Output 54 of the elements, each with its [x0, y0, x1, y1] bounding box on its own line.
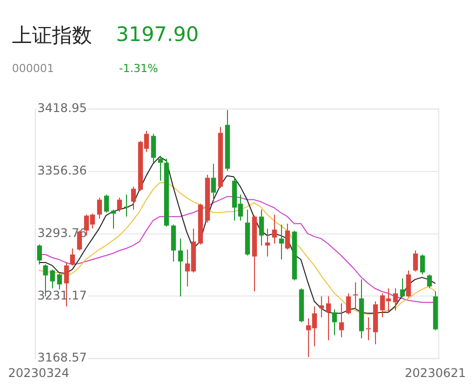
candlestick: [218, 126, 223, 188]
candlestick: [198, 203, 203, 246]
candlestick: [178, 238, 183, 297]
candlestick: [279, 224, 284, 260]
candlestick: [353, 282, 358, 310]
chart-title: 上证指数: [12, 22, 92, 49]
candlestick: [245, 209, 250, 256]
x-tick-label: 20230324: [8, 366, 70, 380]
candlestick: [124, 194, 129, 218]
candlestick: [400, 278, 405, 298]
candlestick: [104, 194, 109, 214]
text: 3197.90: [116, 22, 199, 46]
chart-subtitle: 000001: [12, 62, 54, 75]
candlestick: [413, 250, 418, 272]
candlestick: [292, 230, 297, 281]
candlestick: [111, 209, 116, 230]
candlestick: [359, 278, 364, 339]
candlestick: [57, 272, 62, 290]
candlestick: [406, 270, 411, 298]
x-tick-label: 20230621: [404, 366, 466, 380]
candlestick: [70, 248, 75, 266]
candlestick: [164, 158, 169, 228]
candlestick: [339, 302, 344, 338]
candlestick: [158, 155, 163, 182]
text: -1.31%: [119, 62, 158, 75]
candlestick: [427, 274, 432, 289]
y-tick-label: 3418.95: [37, 101, 87, 116]
candlestick: [37, 244, 42, 265]
candlestick: [319, 296, 324, 318]
candlestick: [393, 288, 398, 311]
candlestick: [272, 214, 277, 244]
candlestick: [259, 209, 264, 246]
candlestick: [299, 288, 304, 323]
candlestick: [265, 228, 270, 257]
candlestick: [97, 197, 102, 220]
candlestick: [205, 174, 210, 224]
candlestick: [326, 296, 331, 341]
candlestick: [433, 290, 438, 331]
candlestick: [373, 300, 378, 345]
candlestick: [346, 292, 351, 315]
y-tick-label: 3168.57: [37, 350, 87, 365]
candlestick: [332, 308, 337, 336]
candlestick: [366, 316, 371, 341]
candlestick: [131, 186, 136, 210]
candlestick: [252, 215, 257, 292]
candlestick: [211, 163, 216, 202]
candlestick: [117, 197, 122, 212]
candlestick: [225, 109, 230, 172]
candlestick: [420, 254, 425, 275]
candlestick: [171, 224, 176, 262]
candlestick: [285, 223, 290, 250]
candlestick: [50, 268, 55, 289]
candlestick: [151, 133, 156, 164]
y-tick-label: 3356.36: [37, 164, 87, 178]
